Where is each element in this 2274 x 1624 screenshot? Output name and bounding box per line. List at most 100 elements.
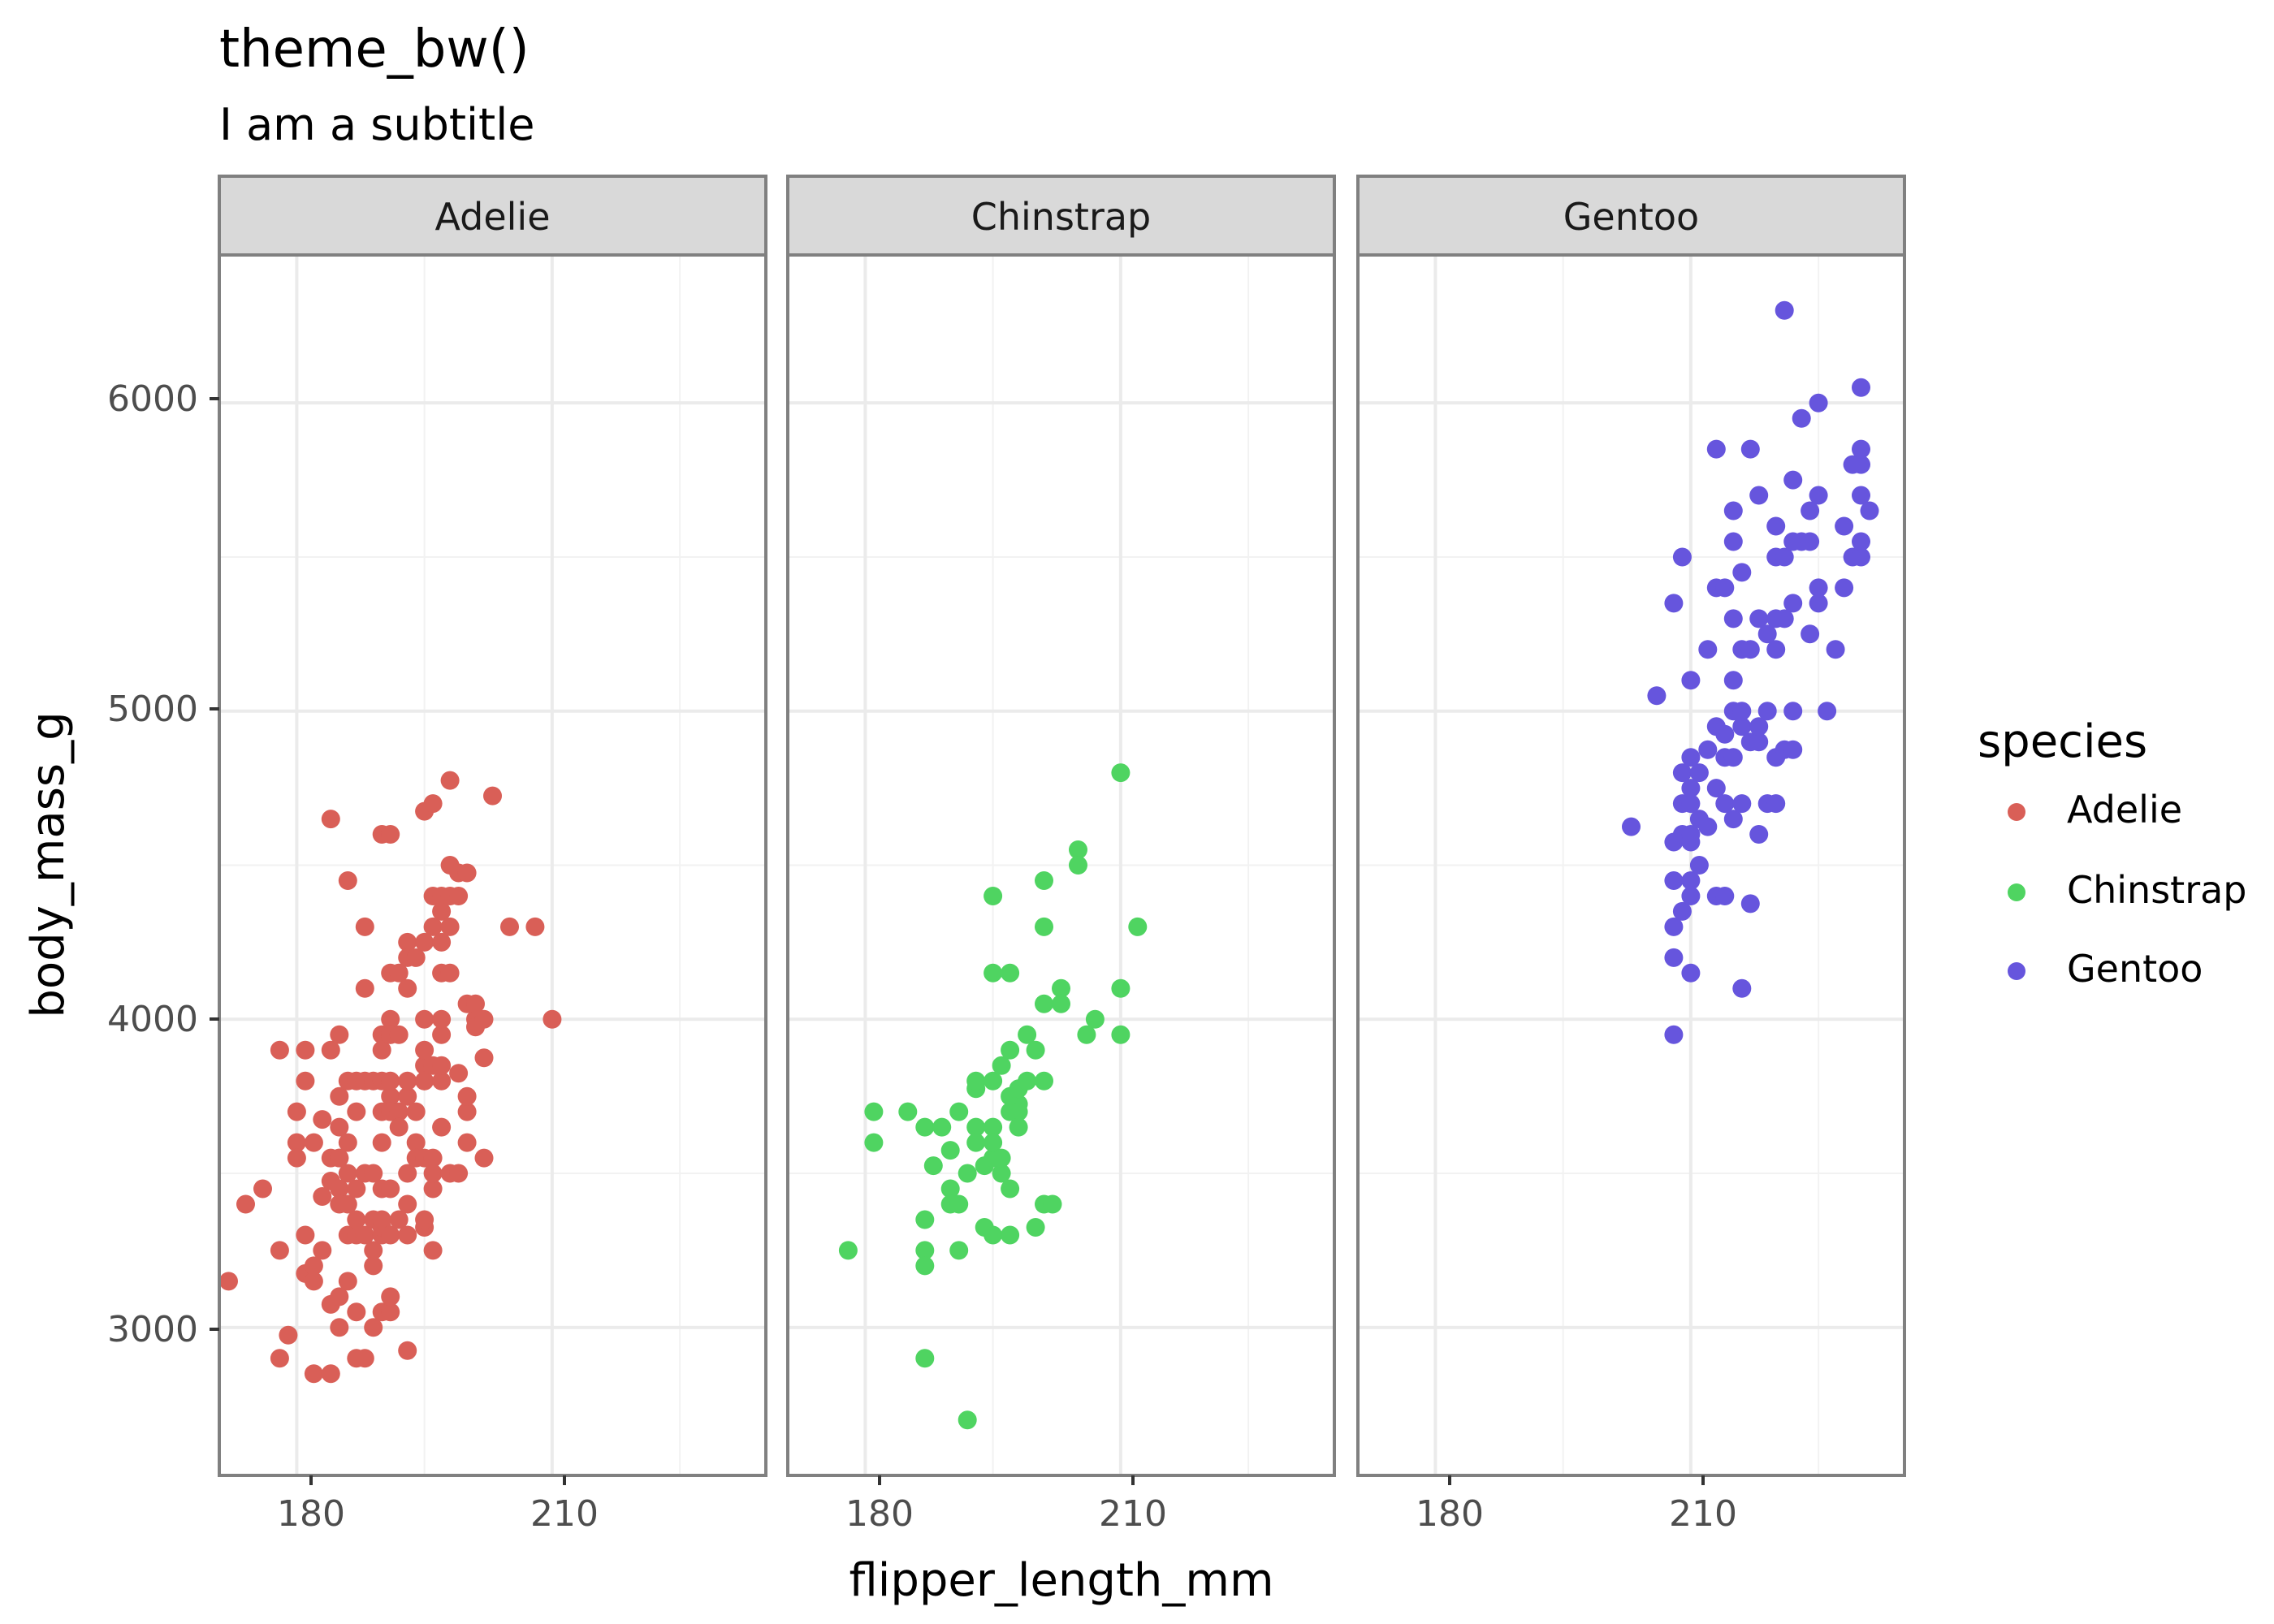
data-point-adelie: [415, 932, 434, 952]
data-point-adelie: [381, 1302, 400, 1322]
data-point-gentoo: [1681, 887, 1701, 905]
data-point-chinstrap: [940, 1179, 960, 1199]
y-tick-2: 5000: [107, 689, 219, 730]
data-point-chinstrap: [1111, 763, 1131, 783]
data-point-gentoo: [1801, 501, 1820, 520]
panel-border: [786, 253, 1336, 1477]
data-point-adelie: [296, 1225, 315, 1245]
data-point-chinstrap: [1043, 1194, 1062, 1214]
data-point-chinstrap: [1052, 978, 1070, 998]
data-point-adelie: [304, 1256, 323, 1276]
data-point-adelie: [347, 1102, 366, 1121]
grid-lines: [788, 255, 1334, 1475]
data-point-gentoo: [1818, 702, 1837, 721]
data-point-gentoo: [1792, 408, 1811, 428]
data-point-gentoo: [1757, 702, 1777, 721]
data-point-adelie: [440, 963, 460, 983]
data-point-gentoo: [1664, 871, 1684, 890]
strip-label-chinstrap: Chinstrap: [971, 195, 1152, 239]
data-point-adelie: [457, 1086, 477, 1106]
chart-subtitle: I am a subtitle: [219, 99, 534, 150]
x-tick-label: 180: [1416, 1493, 1484, 1535]
data-point-adelie: [423, 1164, 443, 1183]
data-point-adelie: [398, 978, 417, 998]
data-point-adelie: [398, 1086, 417, 1106]
data-point-adelie: [347, 1302, 366, 1322]
data-point-adelie: [287, 1148, 306, 1168]
data-point-adelie: [330, 1179, 349, 1199]
data-point-adelie: [236, 1194, 255, 1214]
data-point-adelie: [398, 1164, 417, 1183]
data-point-chinstrap: [1052, 994, 1070, 1013]
data-point-gentoo: [1664, 1025, 1684, 1044]
data-point-gentoo: [1801, 532, 1820, 551]
data-point-gentoo: [1715, 578, 1735, 598]
data-point-chinstrap: [984, 1225, 1003, 1245]
data-point-adelie: [355, 917, 374, 936]
data-point-adelie: [432, 1071, 452, 1091]
data-point-chinstrap: [1035, 994, 1053, 1013]
data-point-gentoo: [1723, 748, 1743, 767]
data-point-adelie: [449, 1064, 469, 1083]
data-point-chinstrap: [992, 1148, 1011, 1168]
data-point-gentoo: [1740, 439, 1760, 459]
data-point-gentoo: [1783, 702, 1803, 721]
data-point-chinstrap: [1018, 1071, 1037, 1091]
data-point-gentoo: [1681, 825, 1701, 844]
data-point-adelie: [457, 863, 477, 883]
data-point-chinstrap: [958, 1164, 977, 1183]
data-point-adelie: [432, 1009, 452, 1029]
strip-label-gentoo: Gentoo: [1563, 195, 1699, 239]
data-point-chinstrap: [1111, 1025, 1131, 1044]
legend-title: species: [1978, 715, 2147, 768]
grid-lines: [1358, 255, 1904, 1475]
data-point-chinstrap: [1009, 1117, 1028, 1137]
data-point-adelie: [364, 1256, 383, 1276]
y-axis-title: body_mass_g: [22, 711, 75, 1017]
data-point-chinstrap: [1077, 1025, 1096, 1044]
data-point-adelie: [415, 1210, 434, 1229]
data-point-gentoo: [1732, 794, 1752, 814]
data-point-adelie: [432, 932, 452, 952]
data-point-adelie: [483, 786, 502, 806]
data-point-gentoo: [1775, 609, 1794, 628]
data-point-gentoo: [1715, 794, 1735, 814]
legend-label-chinstrap: Chinstrap: [2067, 868, 2247, 912]
data-point-chinstrap: [984, 1071, 1003, 1091]
data-point-adelie: [270, 1241, 289, 1260]
data-point-gentoo: [1852, 455, 1870, 474]
data-point-gentoo: [1689, 856, 1709, 875]
data-point-chinstrap: [1001, 1040, 1020, 1060]
data-point-chinstrap: [1018, 1025, 1037, 1044]
data-point-chinstrap: [949, 1194, 969, 1214]
data-point-adelie: [466, 994, 485, 1013]
data-point-adelie: [355, 1349, 374, 1368]
data-point-gentoo: [1749, 717, 1769, 736]
data-point-gentoo: [1852, 532, 1870, 551]
y-tick-0: 3000: [107, 1309, 219, 1350]
y-tick-label: 6000: [107, 378, 198, 420]
data-point-adelie: [296, 1071, 315, 1091]
data-point-adelie: [432, 1025, 452, 1044]
x-axis-panel-adelie: 180 210: [277, 1475, 599, 1535]
data-point-adelie: [330, 1117, 349, 1137]
data-point-adelie: [364, 1318, 383, 1337]
data-point-chinstrap: [1001, 1179, 1020, 1199]
data-point-gentoo: [1826, 640, 1845, 659]
data-point-adelie: [338, 1133, 357, 1152]
legend-key-adelie: [2008, 803, 2025, 821]
data-point-chinstrap: [1026, 1040, 1045, 1060]
data-point-chinstrap: [984, 963, 1003, 983]
data-point-adelie: [415, 1009, 434, 1029]
data-point-adelie: [389, 1102, 409, 1121]
data-point-chinstrap: [1085, 1009, 1105, 1029]
y-tick-1: 4000: [107, 999, 219, 1040]
chart-title: theme_bw(): [219, 19, 530, 80]
data-point-adelie: [330, 1287, 349, 1307]
data-point-gentoo: [1706, 779, 1726, 798]
data-point-adelie: [406, 948, 426, 967]
data-point-adelie: [330, 1086, 349, 1106]
data-point-adelie: [381, 1225, 400, 1245]
data-point-chinstrap: [984, 1133, 1003, 1152]
data-point-gentoo: [1681, 748, 1701, 767]
